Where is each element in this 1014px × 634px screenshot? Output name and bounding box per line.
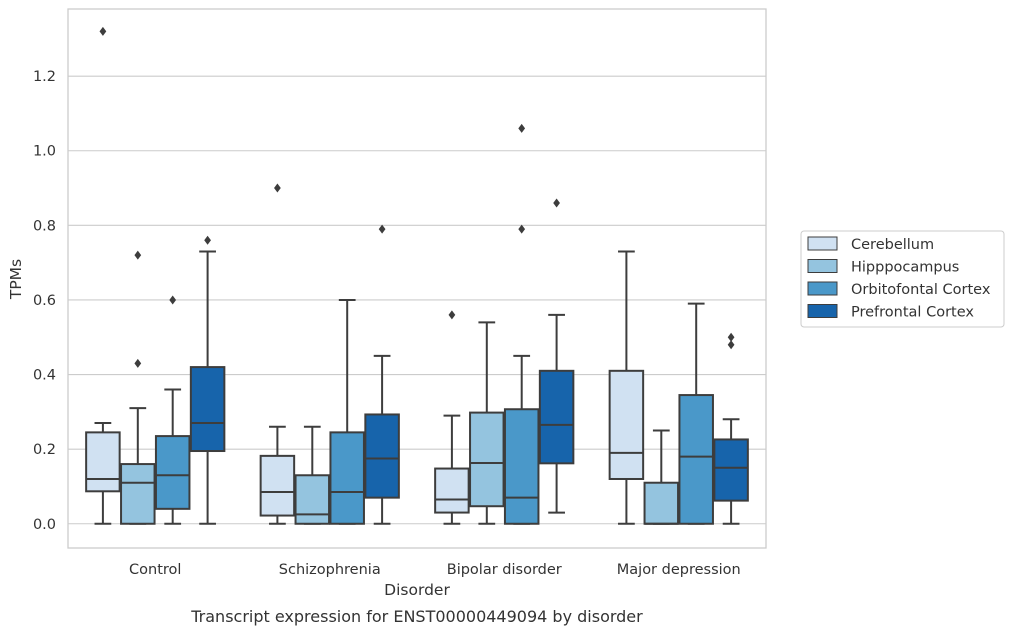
box-group: [713, 332, 749, 525]
legend-label: Orbitofontal Cortex: [851, 282, 991, 298]
y-tick-label: 1.2: [33, 69, 56, 85]
box-group: [608, 250, 645, 525]
legend-box: [800, 230, 1005, 328]
outlier-point: [134, 250, 142, 260]
outlier-point: [448, 310, 456, 320]
y-tick-label: 0.0: [33, 517, 56, 533]
x-tick-label: Control: [129, 562, 181, 578]
box: [469, 411, 505, 508]
x-tick-label: Schizophrenia: [279, 562, 381, 578]
outlier-point: [518, 123, 526, 133]
boxes: [85, 26, 749, 525]
outlier-point: [204, 235, 211, 245]
box: [538, 369, 575, 465]
x-tick-label: Bipolar disorder: [447, 562, 562, 578]
legend: Cerebellum Hipppocampus Orbitofontal Corte…: [800, 230, 1005, 328]
y-tick-label: 0.6: [33, 293, 56, 309]
outlier-point: [553, 198, 560, 208]
y-axis-label: TPMs: [7, 259, 25, 300]
box: [329, 431, 365, 525]
box: [503, 408, 540, 525]
legend-label: Cerebellum: [851, 237, 934, 253]
box: [154, 435, 191, 510]
box: [608, 369, 645, 480]
outlier-point: [727, 332, 735, 342]
box-group: [469, 321, 505, 525]
legend-label: Prefrontal Cortex: [851, 305, 974, 321]
outlier-point: [274, 183, 281, 193]
box: [434, 467, 470, 514]
outlier-point: [727, 340, 735, 350]
box-group: [364, 224, 400, 525]
legend-swatch: [807, 236, 838, 251]
box-group: [154, 295, 191, 525]
y-tick-label: 1.0: [33, 144, 56, 160]
chart-caption: Transcript expression for ENST0000044909…: [190, 607, 643, 626]
box: [643, 481, 680, 525]
box-group: [329, 298, 365, 525]
legend-swatch: [807, 259, 838, 273]
box-group: [678, 302, 714, 525]
box-group: [120, 250, 156, 525]
box-group: [538, 198, 575, 514]
box: [120, 463, 156, 525]
y-axis-ticks: 0.0 0.2 0.4 0.6 0.8 1.0 1.2: [33, 69, 56, 533]
box-group: [259, 183, 296, 525]
y-tick-label: 0.8: [33, 218, 56, 234]
outlier-point: [134, 358, 142, 368]
box-group: [189, 235, 226, 525]
box: [678, 394, 714, 525]
box-group: [434, 310, 470, 525]
box-group: [503, 123, 540, 525]
box-group: [85, 26, 121, 525]
box-group: [294, 425, 331, 525]
box-group: [643, 429, 680, 525]
legend-swatch: [807, 281, 838, 296]
outlier-point: [518, 224, 526, 234]
legend-label: Hipppocampus: [851, 260, 959, 276]
box: [364, 413, 400, 499]
outlier-point: [169, 295, 177, 305]
box: [294, 474, 331, 525]
box: [189, 366, 226, 453]
legend-swatch: [807, 304, 838, 318]
box: [85, 431, 121, 493]
x-axis-ticks: Control Schizophrenia Bipolar disorder Majo…: [129, 562, 741, 578]
box: [259, 454, 296, 517]
y-tick-label: 0.2: [33, 442, 56, 458]
x-axis-label: Disorder: [384, 581, 450, 599]
outlier-point: [378, 224, 386, 234]
y-tick-label: 0.4: [33, 368, 56, 384]
x-tick-label: Major depression: [617, 562, 741, 578]
box: [713, 438, 749, 502]
outlier-point: [99, 26, 107, 36]
